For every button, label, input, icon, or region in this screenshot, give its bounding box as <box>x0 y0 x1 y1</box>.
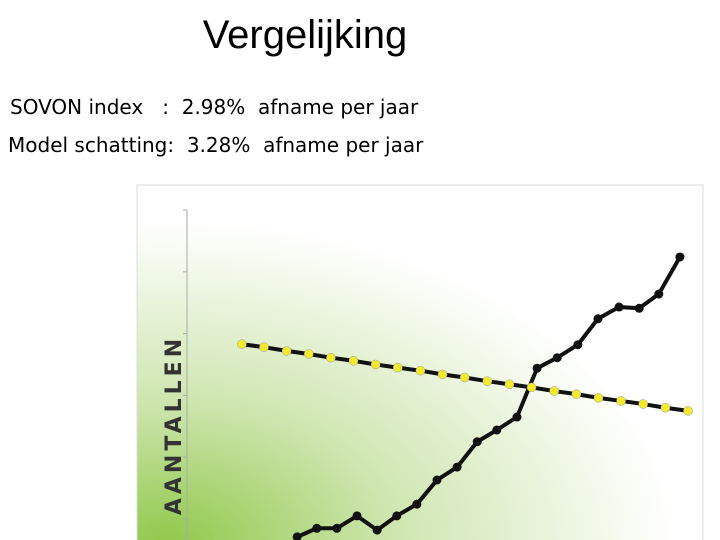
data-point <box>352 511 362 521</box>
data-point <box>512 412 522 422</box>
chart-title: Vergelijking <box>203 13 408 57</box>
data-point <box>452 462 462 472</box>
data-point <box>638 399 648 409</box>
data-point <box>237 339 247 349</box>
data-point <box>526 382 537 393</box>
data-point <box>504 379 515 390</box>
data-point <box>459 372 470 383</box>
data-point <box>415 365 426 376</box>
data-point <box>292 532 302 540</box>
data-point <box>675 252 685 262</box>
data-point <box>482 376 493 386</box>
data-point <box>573 340 583 350</box>
y-axis-label: AANTALLEN <box>162 335 187 515</box>
data-point <box>281 346 292 356</box>
data-point <box>532 363 542 373</box>
data-point <box>654 289 664 299</box>
data-point <box>437 369 448 380</box>
data-point <box>683 406 693 416</box>
data-point <box>303 349 314 359</box>
data-point <box>392 511 402 521</box>
data-point <box>259 342 269 352</box>
data-point <box>492 425 502 435</box>
data-point <box>472 437 482 447</box>
data-point <box>412 499 422 509</box>
data-point <box>370 359 381 370</box>
data-point <box>549 386 559 396</box>
data-point <box>348 356 359 366</box>
data-point <box>593 393 604 403</box>
data-point <box>432 475 442 485</box>
data-point <box>614 302 624 312</box>
data-point <box>616 396 626 406</box>
data-point <box>372 525 382 535</box>
data-point <box>634 303 644 313</box>
data-point <box>332 523 342 533</box>
subtitle: SOVON index : 2.98% afname per jaar <box>10 95 419 119</box>
subtitle: Model schatting: 3.28% afname per jaar <box>8 133 424 157</box>
data-point <box>571 389 582 399</box>
data-point <box>552 353 562 363</box>
data-point <box>660 403 671 413</box>
data-point <box>393 362 403 373</box>
data-point <box>326 352 336 363</box>
chart-background <box>136 184 704 540</box>
data-point <box>312 523 322 533</box>
data-point <box>593 314 603 324</box>
